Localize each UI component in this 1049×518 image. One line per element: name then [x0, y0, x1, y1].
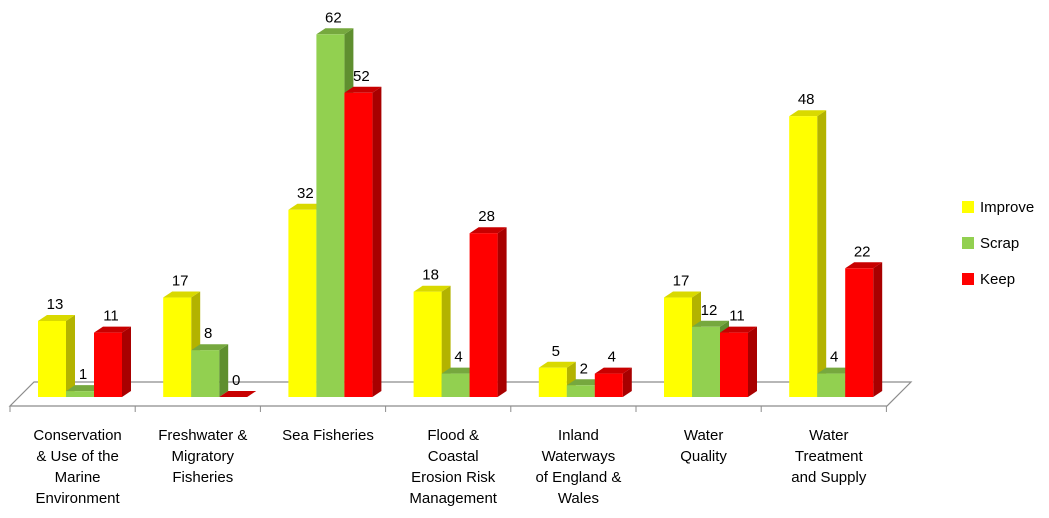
value-label: 5	[552, 343, 560, 360]
value-label: 1	[79, 366, 87, 383]
value-label: 13	[47, 296, 64, 313]
value-label: 4	[608, 349, 616, 366]
bar-keep	[219, 391, 257, 397]
value-label: 28	[478, 208, 495, 225]
value-label: 52	[353, 68, 370, 85]
value-label: 0	[232, 372, 240, 389]
value-label: 12	[701, 302, 718, 319]
bar-keep	[94, 326, 131, 397]
legend: Improve Scrap Keep	[962, 199, 1034, 288]
value-label: 17	[673, 273, 690, 290]
value-label: 62	[325, 9, 342, 26]
value-label: 22	[854, 243, 871, 260]
value-label: 2	[580, 360, 588, 377]
value-label: 4	[454, 349, 462, 366]
bar-improve	[38, 314, 75, 397]
bar-keep	[469, 227, 507, 397]
value-label: 18	[422, 267, 439, 284]
bar-keep	[344, 86, 382, 398]
bar-improve	[413, 285, 451, 397]
value-label: 17	[172, 273, 189, 290]
legend-item-keep: Keep	[962, 271, 1015, 288]
value-label: 32	[297, 185, 314, 202]
category-label: Water Treatment and Supply	[791, 427, 867, 486]
category-label: Water Quality	[680, 427, 727, 465]
category-label: Freshwater & Migratory Fisheries	[158, 427, 247, 486]
category-labels: Conservation & Use of the Marine Environmen…	[33, 427, 866, 507]
category-label: Sea Fisheries	[282, 427, 374, 444]
value-label: 4	[830, 349, 838, 366]
legend-swatch	[962, 273, 974, 285]
bar-keep	[594, 367, 632, 397]
value-label: 8	[204, 325, 212, 342]
bar-keep	[845, 262, 883, 397]
legend-item-scrap: Scrap	[962, 235, 1019, 252]
bar-scrap	[191, 344, 229, 397]
category-label: Conservation & Use of the Marine Environmen…	[33, 427, 121, 507]
legend-label: Scrap	[980, 235, 1019, 252]
category-label: Flood & Coastal Erosion Risk Management	[409, 427, 497, 507]
legend-label: Improve	[980, 199, 1034, 216]
chart-bars	[38, 28, 883, 398]
legend-swatch	[962, 201, 974, 213]
legend-item-improve: Improve	[962, 199, 1034, 216]
bar-improve	[789, 110, 827, 397]
legend-swatch	[962, 237, 974, 249]
value-label: 11	[103, 308, 119, 325]
value-label: 48	[798, 91, 815, 108]
legend-label: Keep	[980, 271, 1015, 288]
bar-keep	[720, 326, 757, 397]
category-label: Inland Waterways of England & Wales	[535, 427, 621, 507]
value-label: 11	[729, 308, 745, 325]
